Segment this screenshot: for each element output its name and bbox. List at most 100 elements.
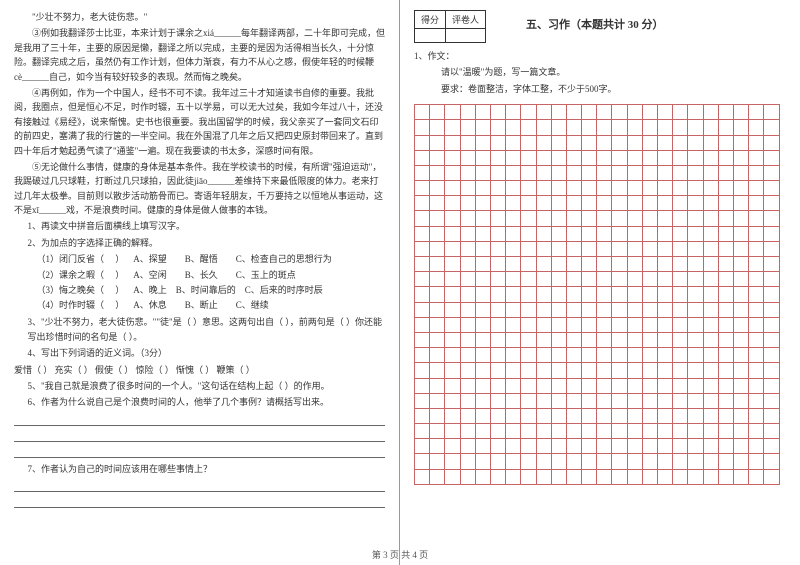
grid-cell <box>566 317 581 332</box>
grid-cell <box>430 150 445 165</box>
grid-cell <box>566 150 581 165</box>
grid-cell <box>658 424 673 439</box>
grid-cell <box>658 181 673 196</box>
grid-cell <box>749 196 764 211</box>
grid-cell <box>566 408 581 423</box>
grid-cell <box>475 317 490 332</box>
grid-cell <box>475 120 490 135</box>
grid-cell <box>521 257 536 272</box>
grid-cell <box>445 302 460 317</box>
grid-cell <box>673 135 688 150</box>
grid-cell <box>415 439 430 454</box>
grid-cell <box>490 105 505 120</box>
score-table: 得分 评卷人 <box>414 10 486 43</box>
q2a-label: （1）闭门反省（ ） <box>37 254 125 264</box>
grid-cell <box>749 317 764 332</box>
grid-cell <box>551 241 566 256</box>
grid-cell <box>490 120 505 135</box>
grid-cell <box>597 408 612 423</box>
grid-cell <box>718 150 733 165</box>
grid-cell <box>703 408 718 423</box>
grid-cell <box>475 332 490 347</box>
grid-cell <box>749 348 764 363</box>
grid-cell <box>415 454 430 469</box>
grid-cell <box>536 272 551 287</box>
grid-cell <box>673 150 688 165</box>
grid-cell <box>733 469 748 484</box>
grid-cell <box>430 317 445 332</box>
grid-cell <box>718 287 733 302</box>
grid-cell <box>430 196 445 211</box>
grid-cell <box>597 439 612 454</box>
grid-cell <box>460 393 475 408</box>
grid-cell <box>445 317 460 332</box>
grid-cell <box>415 348 430 363</box>
grid-cell <box>566 241 581 256</box>
grid-cell <box>749 302 764 317</box>
grid-cell <box>733 211 748 226</box>
grid-cell <box>566 348 581 363</box>
grid-cell <box>658 317 673 332</box>
grid-cell <box>521 287 536 302</box>
grid-cell <box>415 302 430 317</box>
grid-cell <box>521 363 536 378</box>
grid-cell <box>642 363 657 378</box>
grid-cell <box>749 454 764 469</box>
grid-cell <box>733 348 748 363</box>
grid-cell <box>506 257 521 272</box>
grid-cell <box>673 424 688 439</box>
grid-cell <box>733 165 748 180</box>
grid-cell <box>445 424 460 439</box>
grid-cell <box>718 120 733 135</box>
grid-cell <box>506 135 521 150</box>
grid-cell <box>597 196 612 211</box>
grid-cell <box>642 317 657 332</box>
grid-cell <box>506 393 521 408</box>
q2d-opts: A、休息 B、断止 C、继续 <box>133 300 269 310</box>
grid-cell <box>673 287 688 302</box>
grid-cell <box>475 408 490 423</box>
grid-cell <box>475 439 490 454</box>
grid-cell <box>582 363 597 378</box>
grid-cell <box>642 211 657 226</box>
grid-cell <box>718 211 733 226</box>
grid-cell <box>703 105 718 120</box>
grid-cell <box>673 257 688 272</box>
grid-cell <box>703 332 718 347</box>
grid-cell <box>658 363 673 378</box>
grid-cell <box>445 363 460 378</box>
score-label: 得分 <box>415 11 446 29</box>
grid-cell <box>521 439 536 454</box>
grid-cell <box>445 211 460 226</box>
grid-cell <box>764 454 779 469</box>
grid-cell <box>415 105 430 120</box>
grid-cell <box>764 272 779 287</box>
grid-cell <box>703 363 718 378</box>
grid-cell <box>658 211 673 226</box>
quote-line: "少壮不努力，老大徒伤悲。" <box>14 10 385 24</box>
grid-cell <box>506 317 521 332</box>
grid-cell <box>445 241 460 256</box>
grid-cell <box>430 378 445 393</box>
grid-cell <box>445 105 460 120</box>
grid-cell <box>490 150 505 165</box>
grid-cell <box>673 120 688 135</box>
grid-cell <box>460 287 475 302</box>
grid-cell <box>688 120 703 135</box>
grid-cell <box>642 393 657 408</box>
q2c-opts: A、晚上 B、时间靠后的 C、后来的时序时辰 <box>133 285 323 295</box>
grid-cell <box>764 135 779 150</box>
grid-cell <box>460 454 475 469</box>
grid-cell <box>536 424 551 439</box>
grid-cell <box>627 332 642 347</box>
grid-cell <box>627 378 642 393</box>
grid-cell <box>612 363 627 378</box>
grid-cell <box>506 105 521 120</box>
grid-cell <box>582 135 597 150</box>
grid-cell <box>718 226 733 241</box>
grid-cell <box>627 211 642 226</box>
grid-cell <box>430 302 445 317</box>
grid-cell <box>460 332 475 347</box>
grid-cell <box>597 272 612 287</box>
score-cell <box>415 29 446 43</box>
